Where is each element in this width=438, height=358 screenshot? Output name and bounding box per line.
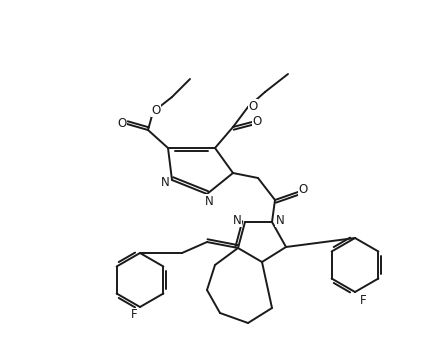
Text: N: N (275, 213, 284, 227)
Text: O: O (252, 115, 261, 127)
Text: O: O (117, 116, 126, 130)
Text: F: F (131, 309, 137, 321)
Text: N: N (204, 194, 213, 208)
Text: N: N (160, 175, 169, 189)
Text: F: F (359, 294, 365, 306)
Text: O: O (298, 183, 307, 195)
Text: O: O (248, 100, 257, 112)
Text: O: O (151, 103, 160, 116)
Text: N: N (232, 213, 241, 227)
